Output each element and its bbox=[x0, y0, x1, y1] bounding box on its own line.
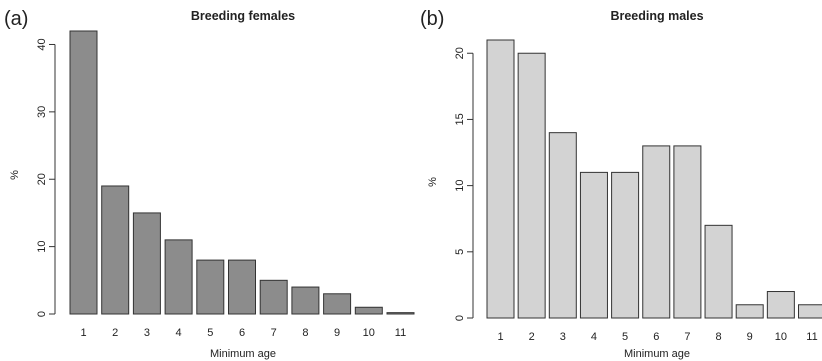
x-tick-label: 4 bbox=[176, 327, 182, 339]
bars bbox=[486, 39, 822, 319]
x-tick-label: 1 bbox=[497, 331, 503, 343]
x-tick-label: 7 bbox=[271, 327, 277, 339]
bar-7 bbox=[259, 279, 288, 315]
x-tick-label: 11 bbox=[395, 327, 406, 339]
chart-title: Breeding females bbox=[191, 9, 295, 23]
x-axis-label: Minimum age bbox=[210, 348, 276, 360]
bar-2 bbox=[517, 52, 546, 319]
y-tick-label: 40 bbox=[36, 38, 48, 50]
x-tick-label: 10 bbox=[775, 331, 787, 343]
y-axis: 0 10 20 30 40 bbox=[36, 38, 56, 317]
bar-4 bbox=[579, 171, 608, 319]
y-tick-label: 20 bbox=[36, 173, 48, 185]
chart-title: Breeding males bbox=[610, 9, 703, 23]
panel-label: (b) bbox=[420, 8, 444, 30]
bar-5 bbox=[611, 171, 640, 319]
y-tick-label: 0 bbox=[454, 315, 466, 321]
x-tick-label: 2 bbox=[112, 327, 118, 339]
bar-2 bbox=[101, 185, 130, 315]
bar-8 bbox=[291, 286, 320, 315]
x-tick-label: 5 bbox=[622, 331, 628, 343]
bar-3 bbox=[132, 212, 161, 315]
bar-5 bbox=[196, 259, 225, 315]
x-tick-label: 2 bbox=[529, 331, 535, 343]
x-tick-label: 8 bbox=[715, 331, 721, 343]
y-tick-label: 15 bbox=[454, 113, 466, 125]
bars bbox=[69, 30, 415, 315]
y-tick-label: 0 bbox=[36, 311, 48, 317]
bar-10 bbox=[766, 291, 795, 319]
y-axis-label: % bbox=[427, 177, 439, 187]
x-tick-label: 3 bbox=[144, 327, 150, 339]
bar-10 bbox=[354, 306, 383, 315]
panel-breeding-males: (b) Breeding males Minimum age % 0510152… bbox=[420, 8, 822, 360]
bar-11 bbox=[798, 304, 822, 319]
x-tick-label: 9 bbox=[334, 327, 340, 339]
bar-4 bbox=[164, 239, 193, 315]
x-tick-label: 6 bbox=[239, 327, 245, 339]
x-tick-label: 9 bbox=[747, 331, 753, 343]
x-tick-label: 1 bbox=[80, 327, 86, 339]
bar-9 bbox=[323, 293, 352, 315]
bar-6 bbox=[228, 259, 256, 315]
x-tick-label: 11 bbox=[806, 331, 817, 343]
y-tick-label: 5 bbox=[454, 249, 466, 255]
x-tick-labels: 1 2 3 4 5 6 7 8 9 10 11 bbox=[497, 331, 817, 343]
y-tick-label: 20 bbox=[454, 47, 466, 59]
panel-breeding-females: (a) Breeding females Minimum age % 01020… bbox=[4, 8, 415, 360]
y-tick-label: 30 bbox=[36, 106, 48, 118]
x-tick-label: 7 bbox=[684, 331, 690, 343]
x-tick-label: 10 bbox=[363, 327, 375, 339]
bar-1 bbox=[69, 30, 98, 315]
bar-1 bbox=[486, 39, 515, 319]
bar-11 bbox=[386, 312, 415, 315]
bar-9 bbox=[735, 304, 764, 319]
y-tick-label: 10 bbox=[454, 179, 466, 191]
y-tick-label: 10 bbox=[36, 240, 48, 252]
bar-7 bbox=[673, 145, 702, 319]
y-axis-label: % bbox=[9, 170, 21, 180]
x-tick-label: 4 bbox=[591, 331, 597, 343]
y-axis: 0 5 10 15 20 bbox=[454, 47, 474, 321]
bar-6 bbox=[642, 145, 671, 319]
x-tick-label: 6 bbox=[653, 331, 659, 343]
x-tick-labels: 1 2 3 4 5 6 7 8 9 10 11 bbox=[80, 327, 406, 339]
bar-3 bbox=[548, 132, 577, 319]
x-tick-label: 8 bbox=[302, 327, 308, 339]
panel-label: (a) bbox=[4, 8, 28, 30]
x-tick-label: 5 bbox=[207, 327, 213, 339]
x-tick-label: 3 bbox=[560, 331, 566, 343]
x-axis-label: Minimum age bbox=[624, 348, 690, 360]
bar-8 bbox=[704, 224, 733, 319]
